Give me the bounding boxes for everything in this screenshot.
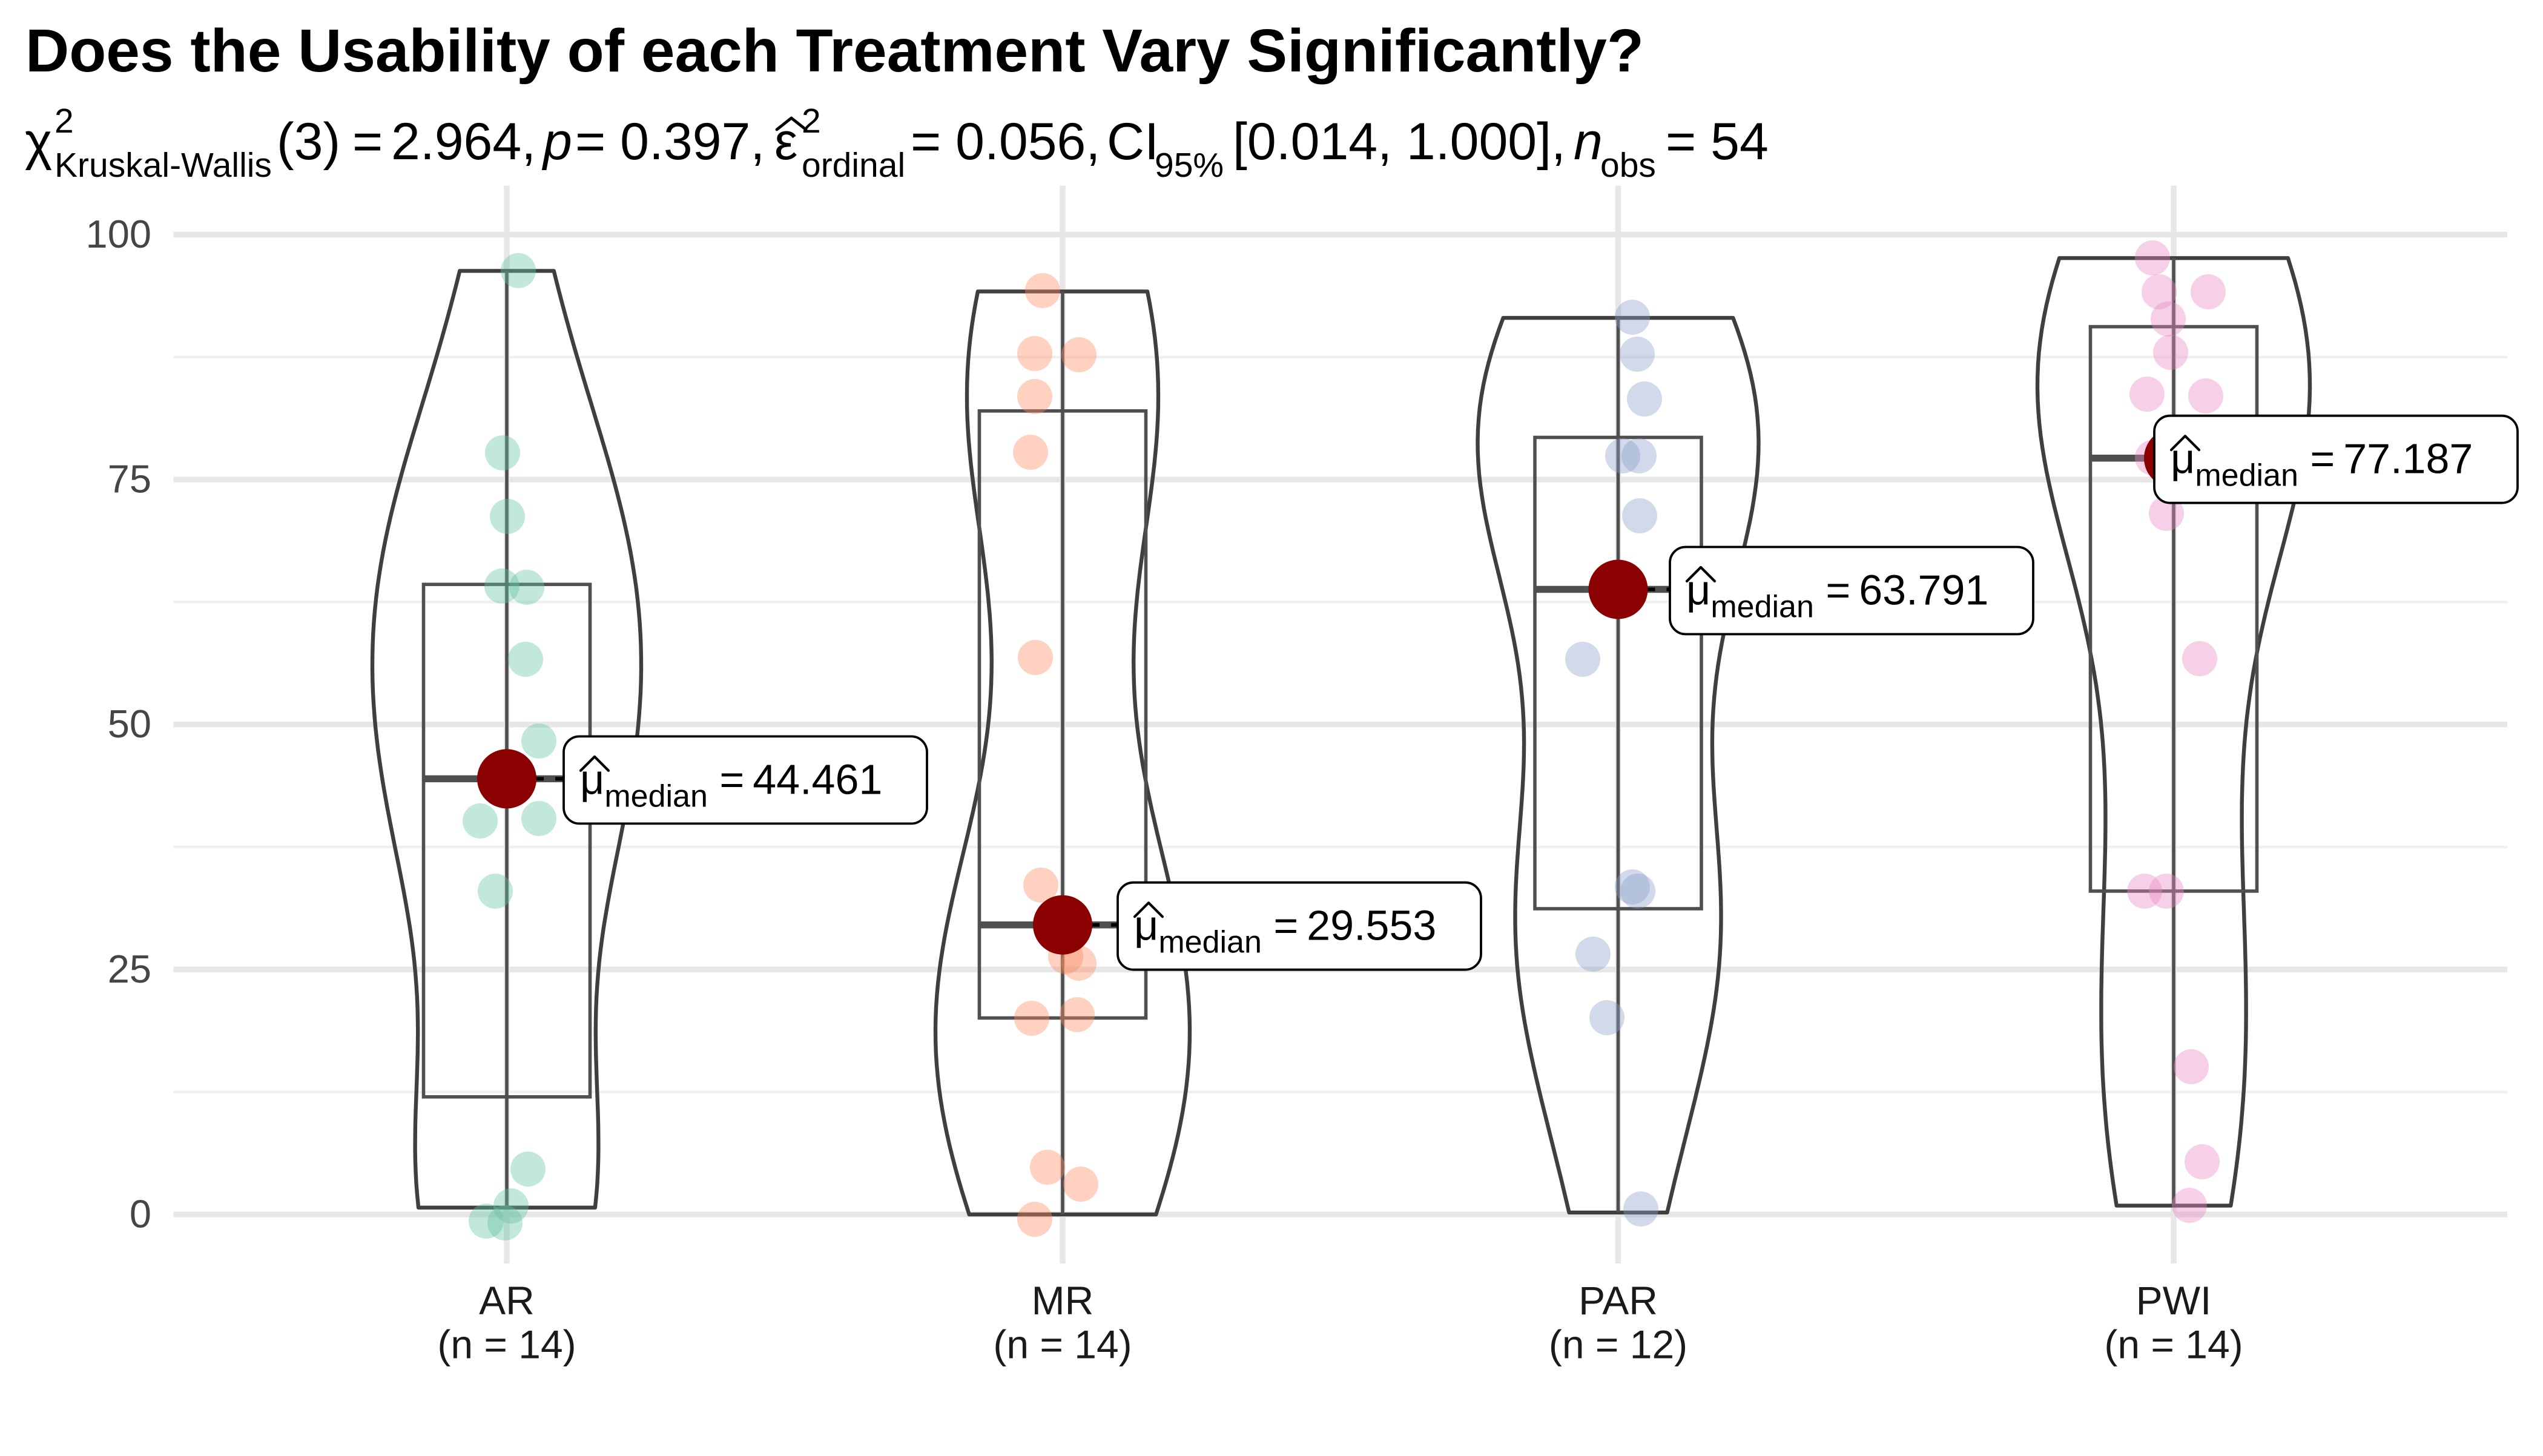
svg-text:AR: AR xyxy=(479,1278,535,1323)
svg-text:PAR: PAR xyxy=(1578,1278,1658,1323)
svg-text:CI: CI xyxy=(1107,113,1159,171)
svg-text:(n = 12): (n = 12) xyxy=(1549,1322,1687,1367)
svg-text:p: p xyxy=(541,113,572,171)
svg-text:(n = 14): (n = 14) xyxy=(437,1322,576,1367)
svg-text:25: 25 xyxy=(108,947,151,991)
svg-text:= 0.397,: = 0.397, xyxy=(575,113,765,171)
svg-text:Does the Usability of each Tre: Does the Usability of each Treatment Var… xyxy=(25,17,1644,85)
svg-text:0: 0 xyxy=(130,1192,151,1236)
svg-text:n: n xyxy=(1574,113,1603,171)
svg-text:= 0.056,: = 0.056, xyxy=(911,113,1100,171)
svg-text:2: 2 xyxy=(802,102,821,140)
svg-text:100: 100 xyxy=(86,212,151,256)
svg-text:Kruskal-Wallis: Kruskal-Wallis xyxy=(54,146,272,185)
svg-text:(n = 14): (n = 14) xyxy=(2104,1322,2243,1367)
svg-text:(3): (3) xyxy=(277,113,340,171)
svg-text:χ: χ xyxy=(25,113,52,171)
svg-text:2.964,: 2.964, xyxy=(391,113,536,171)
svg-text:=: = xyxy=(352,113,383,171)
svg-text:= 54: = 54 xyxy=(1666,113,1769,171)
svg-text:obs: obs xyxy=(1600,146,1656,185)
svg-text:ordinal: ordinal xyxy=(802,146,905,185)
svg-text:50: 50 xyxy=(108,702,151,746)
svg-text:(n = 14): (n = 14) xyxy=(993,1322,1132,1367)
svg-text:[0.014, 1.000],: [0.014, 1.000], xyxy=(1233,113,1566,171)
svg-text:2: 2 xyxy=(54,102,74,140)
svg-text:MR: MR xyxy=(1032,1278,1094,1323)
svg-text:PWI: PWI xyxy=(2136,1278,2212,1323)
svg-text:75: 75 xyxy=(108,457,151,501)
svg-text:95%: 95% xyxy=(1155,146,1224,185)
